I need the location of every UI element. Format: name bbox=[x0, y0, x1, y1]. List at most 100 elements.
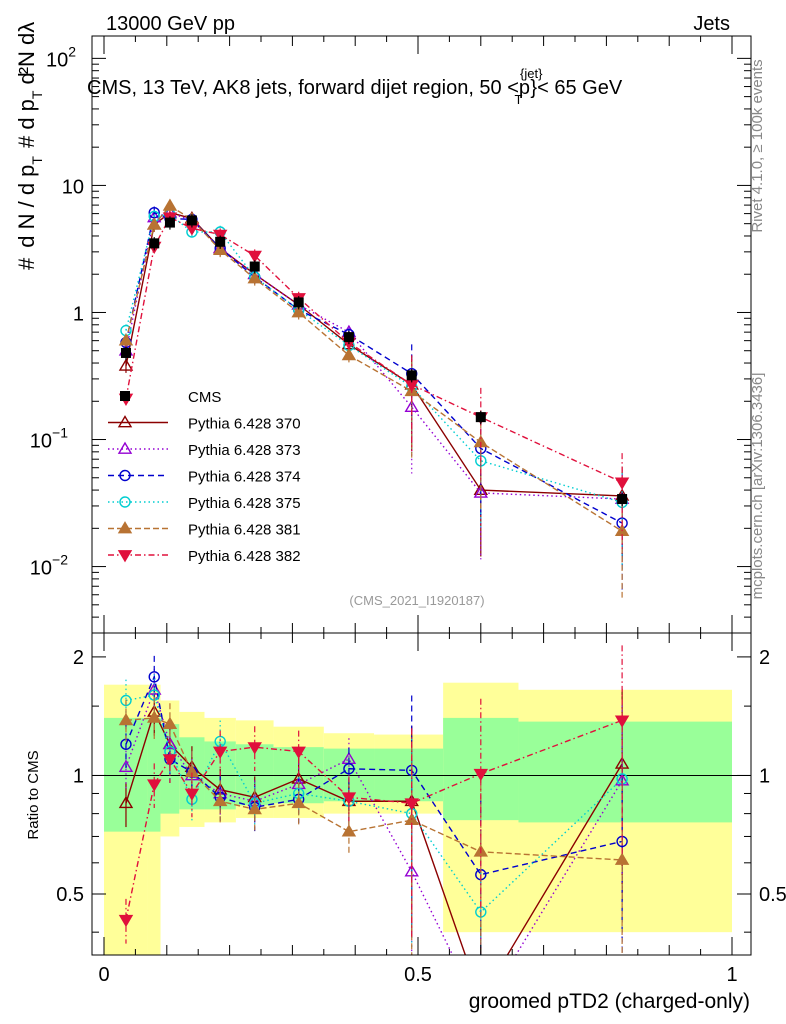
series-5-ratio-point bbox=[212, 793, 228, 807]
ratio-tick-label-left: 1 bbox=[73, 765, 84, 787]
legend-series-marker bbox=[117, 415, 133, 428]
legend-series-marker bbox=[117, 441, 133, 454]
y-tick-base: 10 bbox=[30, 558, 52, 580]
chart-title: CMS, 13 TeV, AK8 jets, forward dijet reg… bbox=[87, 66, 623, 107]
y-tick-label: 10−2 bbox=[30, 552, 68, 580]
ratio-plot-panel: 0 0.5 1 2 2 1 1 0.5 0.5 bbox=[56, 632, 786, 986]
series-5-ratio-point bbox=[614, 852, 630, 865]
series-5-point bbox=[162, 198, 178, 211]
cms-point bbox=[249, 261, 260, 272]
series-1-point bbox=[118, 358, 134, 371]
legend-series-marker bbox=[119, 496, 131, 508]
cms-point bbox=[293, 297, 304, 308]
series-5-point bbox=[147, 217, 162, 230]
series-4-line bbox=[125, 213, 623, 504]
series-6-ratio-point bbox=[184, 788, 200, 801]
series-1-ratio-point bbox=[118, 795, 134, 809]
y-tick-label: 1 bbox=[73, 303, 84, 325]
legend-series-label: Pythia 6.428 374 bbox=[188, 469, 301, 486]
series-6-ratio-point bbox=[291, 746, 306, 759]
y-label-d2n: ²N dλ bbox=[14, 22, 39, 75]
cms-point bbox=[186, 215, 197, 226]
y-axis-label: #d N / d pT# d pTd²N dλ bbox=[14, 22, 45, 270]
cms-point bbox=[164, 217, 175, 228]
y-label-dl: d bbox=[14, 72, 39, 84]
series-6-ratio-point bbox=[118, 914, 134, 928]
ratio-tick-label-right: 1 bbox=[759, 765, 770, 787]
series-5-ratio-point bbox=[341, 824, 357, 837]
x-tick-label: 0 bbox=[98, 964, 109, 986]
y-label-t1: T bbox=[29, 156, 45, 165]
chart-title-prefix: CMS, 13 TeV, AK8 jets, forward dijet reg… bbox=[87, 77, 530, 99]
ratio-tick-label-right: 0.5 bbox=[759, 884, 786, 906]
series-5-point bbox=[291, 305, 306, 318]
y-tick-exp: −2 bbox=[52, 552, 68, 568]
legend-series-label: Pythia 6.428 375 bbox=[188, 495, 301, 512]
ratio-tick-label-left: 0.5 bbox=[56, 884, 84, 906]
series-2-line bbox=[125, 211, 623, 500]
ratio-band-inner bbox=[147, 717, 161, 832]
series-5-point bbox=[118, 333, 134, 346]
main-frame bbox=[91, 35, 752, 634]
rivet-label: Rivet 4.1.0, ≥ 100k events bbox=[749, 59, 766, 232]
legend-cms-label: CMS bbox=[188, 389, 221, 406]
y-tick-exp: 2 bbox=[68, 43, 76, 59]
legend-series-label: Pythia 6.428 373 bbox=[188, 442, 301, 459]
cms-point bbox=[343, 332, 354, 343]
y-tick-label: 10 bbox=[62, 176, 84, 198]
series-5-ratio-point bbox=[247, 802, 262, 815]
chart-title-suffix: }< 65 GeV bbox=[530, 77, 622, 99]
series-3-ratio-point bbox=[148, 671, 160, 683]
chart-title-sup: {jet} bbox=[520, 66, 543, 81]
series-3-ratio-line bbox=[125, 674, 623, 876]
y-label-hash2: # d p bbox=[14, 99, 39, 148]
series-5-ratio-point bbox=[118, 712, 134, 726]
cms-point bbox=[475, 412, 486, 423]
legend-series-marker bbox=[117, 550, 133, 563]
y-tick-base: 10 bbox=[30, 431, 52, 453]
cms-point bbox=[149, 238, 160, 249]
legend-series-marker bbox=[117, 521, 133, 534]
series-6-ratio-point bbox=[614, 715, 630, 728]
series-5-ratio-point bbox=[147, 710, 162, 723]
ratio-band-inner bbox=[518, 721, 732, 823]
legend-series-label: Pythia 6.428 370 bbox=[188, 416, 301, 433]
series-5-ratio-point bbox=[291, 795, 306, 809]
series-6-ratio-point bbox=[212, 746, 228, 759]
chart-title-sub: T bbox=[514, 92, 522, 107]
cms-point bbox=[120, 347, 131, 358]
y-tick-label: 102 bbox=[46, 43, 76, 71]
x-tick-label: 0.5 bbox=[404, 964, 432, 986]
series-6-line bbox=[125, 216, 623, 484]
ratio-tick-label-left: 2 bbox=[73, 647, 84, 669]
cms-point bbox=[406, 370, 417, 381]
header-right: Jets bbox=[693, 13, 730, 35]
series-6-ratio-point bbox=[473, 768, 489, 782]
series-6-ratio-point bbox=[147, 779, 162, 792]
mcplots-label: mcplots.cern.ch [arXiv:1306.3436] bbox=[749, 373, 766, 600]
x-axis-label: groomed pTD2 (charged-only) bbox=[469, 990, 750, 1013]
series-6-ratio-point bbox=[404, 798, 419, 811]
series-6-ratio-point bbox=[341, 792, 357, 805]
ratio-frame bbox=[91, 632, 752, 956]
series-5-ratio-point bbox=[162, 716, 178, 730]
series-6-point bbox=[247, 250, 262, 264]
ratio-y-label: Ratio to CMS bbox=[25, 750, 42, 839]
ratio-tick-label-right: 2 bbox=[759, 647, 770, 669]
series-5-point bbox=[247, 271, 262, 284]
series-3-ratio-point bbox=[343, 763, 355, 775]
legend-series-marker bbox=[119, 469, 131, 482]
series-6-point bbox=[212, 229, 228, 242]
cms-point bbox=[617, 494, 628, 505]
cms-point bbox=[215, 236, 226, 247]
legend-cms-marker bbox=[120, 391, 130, 401]
header-left: 13000 GeV pp bbox=[106, 13, 235, 35]
legend-series-label: Pythia 6.428 381 bbox=[188, 522, 301, 539]
series-2-ratio-point bbox=[118, 759, 134, 773]
series-6-ratio-point bbox=[162, 754, 178, 767]
series-4-ratio-point bbox=[120, 694, 132, 707]
series-5-point bbox=[341, 347, 357, 361]
series-5-point bbox=[212, 242, 228, 255]
